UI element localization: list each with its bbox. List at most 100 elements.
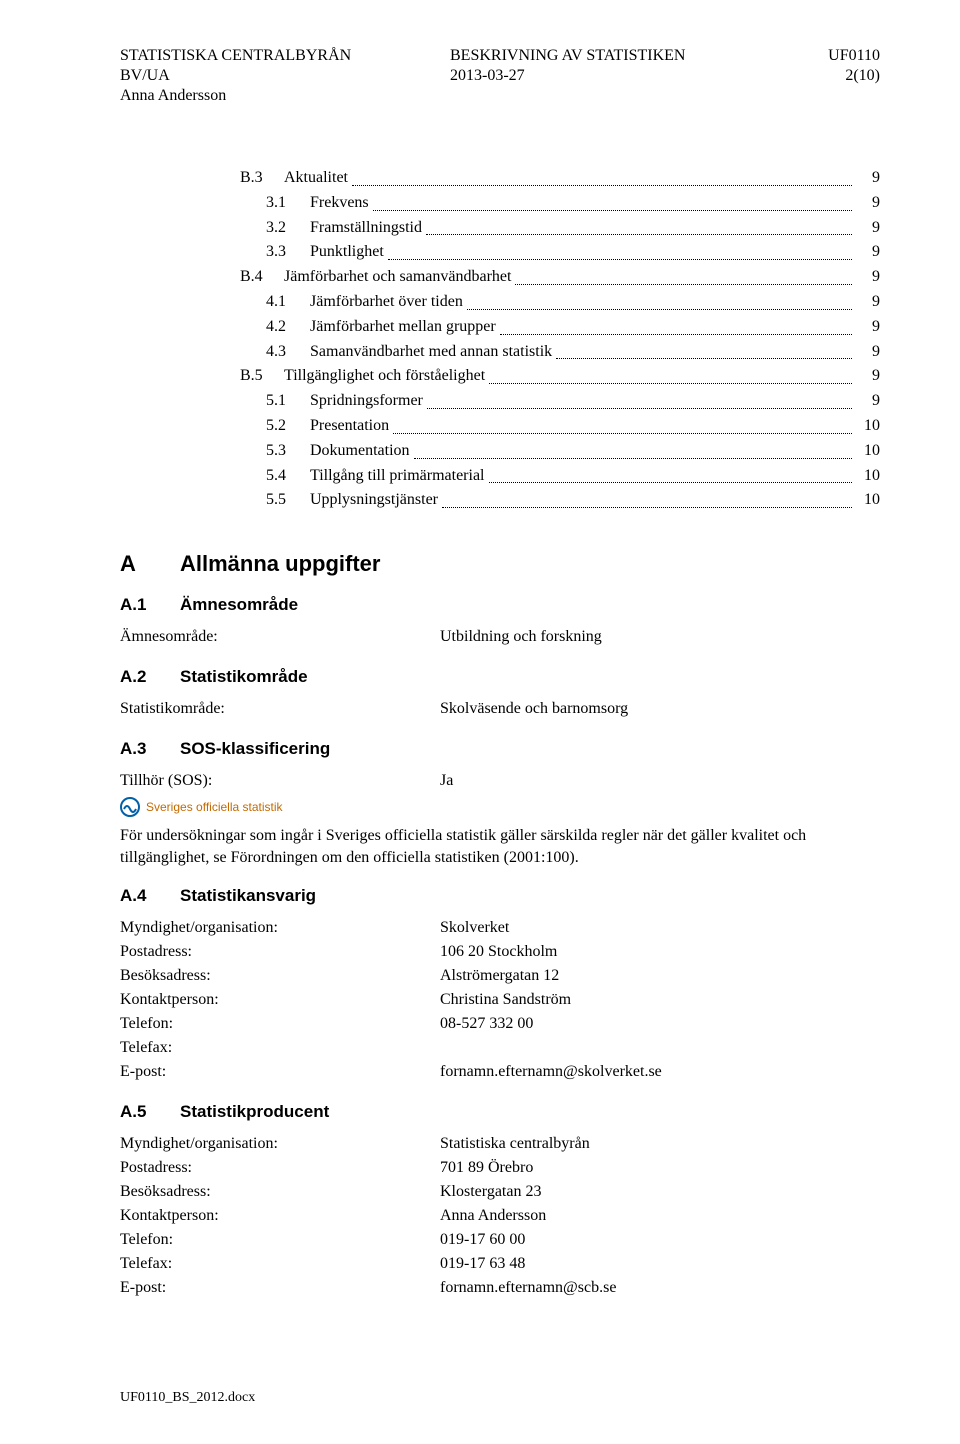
a3-paragraph: För undersökningar som ingår i Sveriges … xyxy=(120,825,880,868)
toc-page: 10 xyxy=(856,464,880,489)
kv-label: Telefon: xyxy=(120,1228,440,1252)
toc-line: B.4Jämförbarhet och samanvändbarhet 9 xyxy=(240,265,880,290)
kv-row: Telefon:019-17 60 00 xyxy=(120,1228,880,1252)
toc-line: 4.1Jämförbarhet över tiden9 xyxy=(240,290,880,315)
header-doc-code: UF0110 xyxy=(750,46,880,66)
kv-value: Klostergatan 23 xyxy=(440,1180,880,1204)
toc-dots xyxy=(500,315,852,335)
toc-dots xyxy=(393,414,852,434)
kv-value xyxy=(440,1036,880,1060)
toc-label: Jämförbarhet och samanvändbarhet xyxy=(284,265,511,290)
a3-title: SOS-klassificering xyxy=(180,739,330,759)
a4-title: Statistikansvarig xyxy=(180,886,316,906)
a3-value: Ja xyxy=(440,769,880,793)
kv-value: 701 89 Örebro xyxy=(440,1156,880,1180)
toc-line: B.3Aktualitet9 xyxy=(240,166,880,191)
toc-page: 9 xyxy=(856,265,880,290)
kv-value: Christina Sandström xyxy=(440,988,880,1012)
kv-label: Kontaktperson: xyxy=(120,988,440,1012)
kv-value: 019-17 60 00 xyxy=(440,1228,880,1252)
header-left: STATISTISKA CENTRALBYRÅN BV/UA Anna Ande… xyxy=(120,46,450,106)
sos-logo-icon xyxy=(120,797,140,817)
a5-rows: Myndighet/organisation:Statistiska centr… xyxy=(120,1132,880,1300)
footer-filename: UF0110_BS_2012.docx xyxy=(120,1390,255,1406)
kv-label: E-post: xyxy=(120,1060,440,1084)
toc-num: 4.2 xyxy=(266,315,310,340)
toc-dots xyxy=(414,439,852,459)
kv-value: Skolverket xyxy=(440,916,880,940)
toc-label: Frekvens xyxy=(310,191,369,216)
a2-label: Statistikområde: xyxy=(120,697,440,721)
toc-line: 3.1Frekvens9 xyxy=(240,191,880,216)
toc-label: Jämförbarhet över tiden xyxy=(310,290,463,315)
kv-value: 106 20 Stockholm xyxy=(440,940,880,964)
toc-line: 5.4Tillgång till primärmaterial 10 xyxy=(240,464,880,489)
toc-page: 10 xyxy=(856,439,880,464)
toc-dots xyxy=(352,166,852,186)
toc-dots xyxy=(489,364,852,384)
sos-badge-text: Sveriges officiella statistik xyxy=(146,800,283,814)
toc-line: 3.3Punktlighet9 xyxy=(240,240,880,265)
toc-num: B.4 xyxy=(240,265,284,290)
kv-label: Besöksadress: xyxy=(120,1180,440,1204)
toc-page: 10 xyxy=(856,488,880,513)
a2-value: Skolväsende och barnomsorg xyxy=(440,697,880,721)
a1-heading: A.1 Ämnesområde xyxy=(120,595,880,615)
a3-label: Tillhör (SOS): xyxy=(120,769,440,793)
toc-num: 3.3 xyxy=(266,240,310,265)
header-right: UF0110 2(10) xyxy=(750,46,880,106)
a2-row: Statistikområde: Skolväsende och barnoms… xyxy=(120,697,880,721)
kv-row: Telefax:019-17 63 48 xyxy=(120,1252,880,1276)
a4-num: A.4 xyxy=(120,886,180,906)
toc-page: 9 xyxy=(856,340,880,365)
a1-title: Ämnesområde xyxy=(180,595,298,615)
toc-num: 5.2 xyxy=(266,414,310,439)
toc-num: 3.2 xyxy=(266,216,310,241)
section-a-heading: A Allmänna uppgifter xyxy=(120,551,880,577)
toc-line: 5.5Upplysningstjänster 10 xyxy=(240,488,880,513)
toc-label: Tillgång till primärmaterial xyxy=(310,464,485,489)
a2-num: A.2 xyxy=(120,667,180,687)
kv-row: Myndighet/organisation:Skolverket xyxy=(120,916,880,940)
a1-label: Ämnesområde: xyxy=(120,625,440,649)
kv-row: Kontaktperson:Christina Sandström xyxy=(120,988,880,1012)
toc-page: 9 xyxy=(856,191,880,216)
kv-value: 08-527 332 00 xyxy=(440,1012,880,1036)
kv-row: E-post:fornamn.efternamn@skolverket.se xyxy=(120,1060,880,1084)
toc-label: Dokumentation xyxy=(310,439,410,464)
toc-page: 9 xyxy=(856,216,880,241)
toc-num: 5.4 xyxy=(266,464,310,489)
toc-page: 10 xyxy=(856,414,880,439)
document-page: STATISTISKA CENTRALBYRÅN BV/UA Anna Ande… xyxy=(0,0,960,1444)
a1-row: Ämnesområde: Utbildning och forskning xyxy=(120,625,880,649)
table-of-contents: B.3Aktualitet93.1Frekvens93.2Framställni… xyxy=(240,166,880,513)
toc-label: Punktlighet xyxy=(310,240,384,265)
kv-row: Telefax: xyxy=(120,1036,880,1060)
kv-label: Myndighet/organisation: xyxy=(120,916,440,940)
toc-page: 9 xyxy=(856,290,880,315)
a5-title: Statistikproducent xyxy=(180,1102,329,1122)
header-date: 2013-03-27 xyxy=(450,66,750,86)
kv-row: Postadress:701 89 Örebro xyxy=(120,1156,880,1180)
toc-num: 5.5 xyxy=(266,488,310,513)
kv-value: Anna Andersson xyxy=(440,1204,880,1228)
a4-rows: Myndighet/organisation:SkolverketPostadr… xyxy=(120,916,880,1084)
toc-num: B.3 xyxy=(240,166,284,191)
a3-num: A.3 xyxy=(120,739,180,759)
toc-dots xyxy=(373,191,852,211)
toc-label: Upplysningstjänster xyxy=(310,488,438,513)
kv-value: Statistiska centralbyrån xyxy=(440,1132,880,1156)
toc-num: 4.3 xyxy=(266,340,310,365)
kv-value: 019-17 63 48 xyxy=(440,1252,880,1276)
a4-heading: A.4 Statistikansvarig xyxy=(120,886,880,906)
kv-label: Myndighet/organisation: xyxy=(120,1132,440,1156)
toc-num: B.5 xyxy=(240,364,284,389)
header-author: Anna Andersson xyxy=(120,86,450,106)
a2-title: Statistikområde xyxy=(180,667,308,687)
kv-value: Alströmergatan 12 xyxy=(440,964,880,988)
toc-dots xyxy=(442,488,852,508)
toc-line: 3.2Framställningstid 9 xyxy=(240,216,880,241)
toc-num: 5.3 xyxy=(266,439,310,464)
toc-label: Framställningstid xyxy=(310,216,422,241)
kv-row: Kontaktperson:Anna Andersson xyxy=(120,1204,880,1228)
